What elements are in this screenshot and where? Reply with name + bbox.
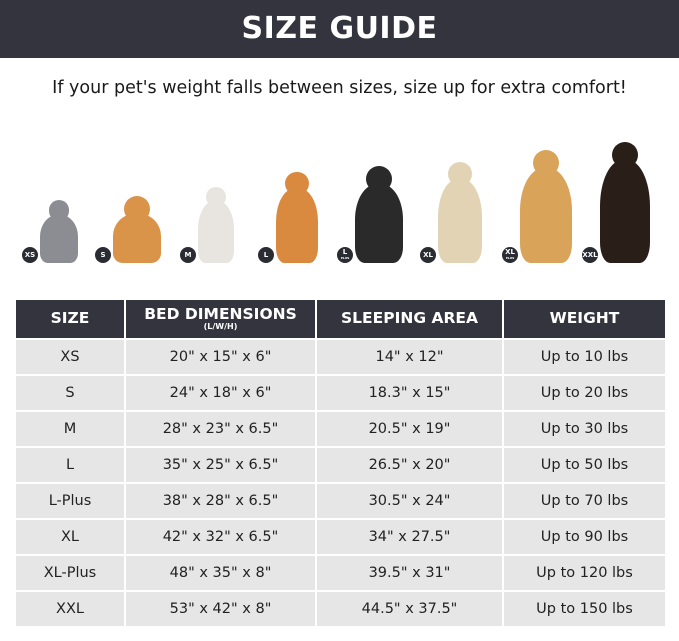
size-badge: XS (22, 247, 38, 263)
cell-weight: Up to 70 lbs (502, 482, 667, 520)
pet-head (366, 166, 392, 192)
size-badge-sub: PLUS (505, 256, 515, 260)
size-badge: XXL (582, 247, 598, 263)
cell-weight: Up to 90 lbs (502, 518, 667, 556)
table-row: XL-Plus 48" x 35" x 8" 39.5" x 31" Up to 12… (14, 554, 667, 592)
size-badge-sub: PLUS (340, 256, 350, 260)
header-sleeping-area: SLEEPING AREA (315, 298, 504, 340)
pet-image-6 (438, 162, 482, 263)
cell-size: XL-Plus (14, 554, 126, 592)
pet-image-4 (276, 172, 318, 263)
cell-weight: Up to 150 lbs (502, 590, 667, 628)
subtitle: If your pet's weight falls between sizes… (52, 78, 627, 98)
size-badge-label: XL (423, 251, 433, 259)
cell-sleeping-area: 20.5" x 19" (315, 410, 504, 448)
cell-sleeping-area: 14" x 12" (315, 338, 504, 376)
cell-weight: Up to 120 lbs (502, 554, 667, 592)
cell-size: XXL (14, 590, 126, 628)
header-size: SIZE (14, 298, 126, 340)
pet-head (48, 200, 70, 221)
cell-bed-dimensions: 48" x 35" x 8" (124, 554, 317, 592)
pet-head (285, 172, 309, 196)
pet-body (520, 168, 572, 263)
size-badge-label: L (263, 251, 269, 259)
pet-body (40, 214, 78, 263)
pet-image-2 (113, 196, 161, 263)
cell-bed-dimensions: 53" x 42" x 8" (124, 590, 317, 628)
cell-weight: Up to 10 lbs (502, 338, 667, 376)
size-badge-label: XL (505, 248, 515, 256)
size-badge-label: XS (24, 251, 36, 259)
table-row: XS 20" x 15" x 6" 14" x 12" Up to 10 lbs (14, 338, 667, 376)
cell-size: S (14, 374, 126, 412)
cell-weight: Up to 20 lbs (502, 374, 667, 412)
table-row: S 24" x 18" x 6" 18.3" x 15" Up to 20 lbs (14, 374, 667, 412)
table-row: M 28" x 23" x 6.5" 20.5" x 19" Up to 30 lbs (14, 410, 667, 448)
pet-body (600, 160, 650, 263)
cell-size: XS (14, 338, 126, 376)
cell-sleeping-area: 18.3" x 15" (315, 374, 504, 412)
cell-sleeping-area: 44.5" x 37.5" (315, 590, 504, 628)
cell-size: M (14, 410, 126, 448)
table-header-row: SIZE BED DIMENSIONS (L/W/H) SLEEPING AREA… (14, 298, 667, 340)
cell-sleeping-area: 30.5" x 24" (315, 482, 504, 520)
pet-body (438, 178, 482, 263)
pet-head (533, 150, 559, 176)
pet-image-5 (355, 166, 403, 263)
cell-weight: Up to 30 lbs (502, 410, 667, 448)
cell-bed-dimensions: 38" x 28" x 6.5" (124, 482, 317, 520)
size-badge: XL (420, 247, 436, 263)
cell-bed-dimensions: 24" x 18" x 6" (124, 374, 317, 412)
cell-bed-dimensions: 20" x 15" x 6" (124, 338, 317, 376)
cell-bed-dimensions: 35" x 25" x 6.5" (124, 446, 317, 484)
pet-head (612, 142, 638, 168)
cell-sleeping-area: 34" x 27.5" (315, 518, 504, 556)
cell-sleeping-area: 39.5" x 31" (315, 554, 504, 592)
pet-image-8 (600, 142, 650, 263)
pet-body (276, 188, 318, 263)
pet-body (113, 214, 161, 263)
header-bed-dimensions-note: (L/W/H) (203, 322, 238, 332)
size-badge: L (258, 247, 274, 263)
cell-size: L-Plus (14, 482, 126, 520)
pet-body (355, 184, 403, 263)
table-row: XXL 53" x 42" x 8" 44.5" x 37.5" Up to 150 … (14, 590, 667, 628)
pet-head (206, 187, 226, 207)
pet-image-3 (198, 187, 234, 263)
table-row: L-Plus 38" x 28" x 6.5" 30.5" x 24" Up to 7… (14, 482, 667, 520)
size-badge: XL PLUS (502, 247, 518, 263)
cell-bed-dimensions: 28" x 23" x 6.5" (124, 410, 317, 448)
cell-bed-dimensions: 42" x 32" x 6.5" (124, 518, 317, 556)
cell-sleeping-area: 26.5" x 20" (315, 446, 504, 484)
table-row: L 35" x 25" x 6.5" 26.5" x 20" Up to 50 lbs (14, 446, 667, 484)
size-badge-label: L (342, 248, 348, 256)
header-weight: WEIGHT (502, 298, 667, 340)
page-title: SIZE GUIDE (0, 0, 679, 58)
cell-size: XL (14, 518, 126, 556)
header-bed-dimensions-label: BED DIMENSIONS (144, 304, 297, 323)
table-row: XL 42" x 32" x 6.5" 34" x 27.5" Up to 90 lb… (14, 518, 667, 556)
size-badge-label: M (184, 251, 192, 259)
pet-body (198, 200, 234, 263)
cell-size: L (14, 446, 126, 484)
size-badge: M (180, 247, 196, 263)
size-badge-label: XXL (582, 251, 598, 259)
pet-head (124, 196, 150, 222)
size-badge-label: S (100, 251, 106, 259)
cell-weight: Up to 50 lbs (502, 446, 667, 484)
pet-image-7 (520, 150, 572, 263)
pet-image-1 (40, 200, 78, 263)
size-badge: L PLUS (337, 247, 353, 263)
pet-head (447, 162, 473, 187)
header-bed-dimensions: BED DIMENSIONS (L/W/H) (124, 298, 317, 340)
size-table: SIZE BED DIMENSIONS (L/W/H) SLEEPING AREA… (14, 298, 667, 628)
size-badge: S (95, 247, 111, 263)
